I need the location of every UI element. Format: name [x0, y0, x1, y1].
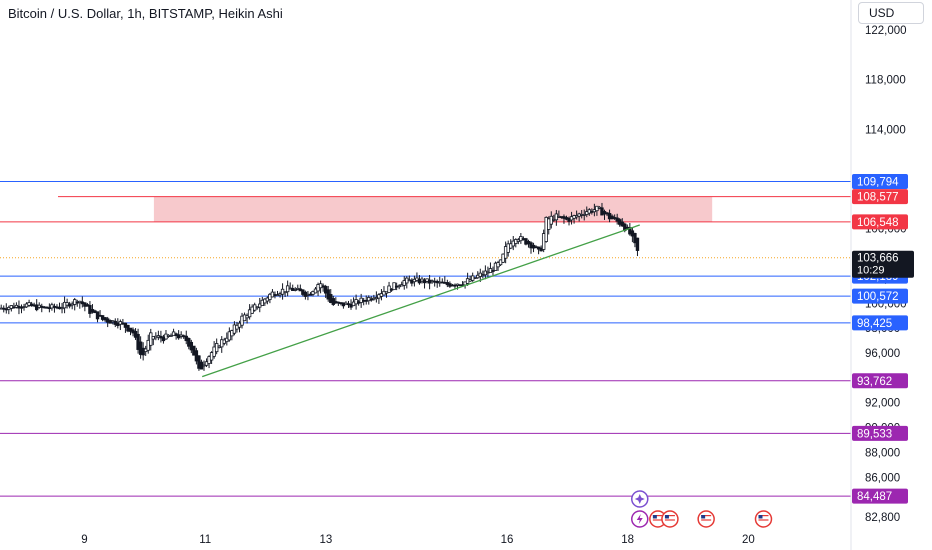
candle[interactable] [308, 292, 313, 296]
price-tick-label: 92,000 [865, 398, 900, 410]
chart-title: Bitcoin / U.S. Dollar, 1h, BITSTAMP, Hei… [8, 6, 283, 21]
currency-button[interactable]: USD [858, 2, 924, 24]
current-price-box [852, 250, 914, 278]
price-label-box [852, 288, 908, 304]
price-label-98425[interactable]: 98,425 [852, 315, 908, 331]
us-flag-icon[interactable] [649, 510, 667, 528]
supply-zone-layer [153, 196, 713, 222]
level-lines-layer [0, 181, 851, 497]
price-label-93762[interactable]: 93,762 [852, 373, 908, 389]
candle-body [481, 274, 485, 277]
us-flag-icon[interactable] [661, 510, 679, 528]
candle[interactable] [95, 311, 100, 323]
price-tick-label: 118,000 [865, 75, 906, 87]
price-label-box [852, 373, 908, 389]
price-label-text: 93,762 [857, 376, 892, 388]
candles-layer [0, 202, 640, 371]
price-label-box [852, 174, 908, 190]
time-axis: 9 11 13 16 18 20 [81, 534, 755, 546]
price-label-89533[interactable]: 89,533 [852, 425, 908, 441]
candle[interactable] [156, 330, 161, 341]
price-label-106548[interactable]: 106,548 [852, 214, 908, 230]
resistance-zone[interactable] [153, 196, 713, 222]
price-label-108577[interactable]: 108,577 [852, 189, 908, 205]
candle-body [308, 293, 313, 296]
time-tick-label: 16 [501, 534, 514, 546]
candle[interactable] [382, 286, 386, 296]
trendline-layer [201, 224, 640, 378]
candle-body [635, 237, 640, 251]
price-label-text: 89,533 [857, 428, 892, 440]
price-label-box [852, 488, 908, 504]
lightning-icon[interactable] [631, 510, 649, 528]
price-label-text: 109,794 [857, 177, 899, 189]
price-label-box [852, 315, 908, 331]
candle-body [491, 270, 495, 272]
price-label-109794[interactable]: 109,794 [852, 174, 908, 190]
us-flag-icon[interactable] [697, 510, 715, 528]
candle[interactable] [283, 291, 287, 297]
price-tick-label: 86,000 [865, 472, 900, 484]
time-tick-label: 9 [81, 534, 87, 546]
price-label-text: 84,487 [857, 491, 892, 503]
price-label-text: 98,425 [857, 318, 892, 330]
price-label-text: 100,572 [857, 291, 899, 303]
candle[interactable] [435, 279, 439, 288]
time-tick-label: 18 [621, 534, 634, 546]
sparkle-icon[interactable] [631, 490, 649, 508]
price-label-text: 106,548 [857, 217, 899, 229]
candle[interactable] [491, 266, 495, 277]
candle-countdown: 10:29 [857, 265, 885, 277]
candle-body [293, 289, 297, 291]
current-price-text: 103,666 [857, 253, 899, 265]
price-label-box [852, 189, 908, 205]
candle[interactable] [19, 304, 24, 314]
price-tick-label: 114,000 [865, 124, 906, 136]
candle[interactable] [405, 276, 409, 289]
price-tick-label: 88,000 [865, 447, 900, 459]
time-tick-label: 11 [199, 534, 211, 546]
price-tick-label: 96,000 [865, 348, 900, 360]
candle[interactable] [412, 275, 417, 287]
events-layer [631, 490, 773, 528]
time-tick-label: 13 [320, 534, 333, 546]
price-label-84487[interactable]: 84,487 [852, 488, 908, 504]
candle-body [283, 291, 287, 294]
candle[interactable] [481, 270, 485, 279]
candle[interactable] [270, 289, 275, 298]
time-tick-label: 20 [742, 534, 755, 546]
price-tick-label: 122,000 [865, 25, 907, 37]
candle[interactable] [635, 237, 640, 257]
price-label-100572[interactable]: 100,572 [852, 288, 908, 304]
price-label-box [852, 214, 908, 230]
candle[interactable] [73, 297, 77, 311]
candle[interactable] [220, 336, 224, 353]
price-tick-label: 82,800 [865, 512, 900, 524]
candle[interactable] [293, 287, 297, 292]
support-trendline[interactable] [201, 224, 640, 378]
price-label-box [852, 425, 908, 441]
candle[interactable] [387, 281, 391, 293]
price-labels: 109,794108,577106,548102,189100,57298,42… [852, 174, 914, 504]
price-label-text: 108,577 [857, 192, 899, 204]
us-flag-icon[interactable] [754, 510, 773, 528]
